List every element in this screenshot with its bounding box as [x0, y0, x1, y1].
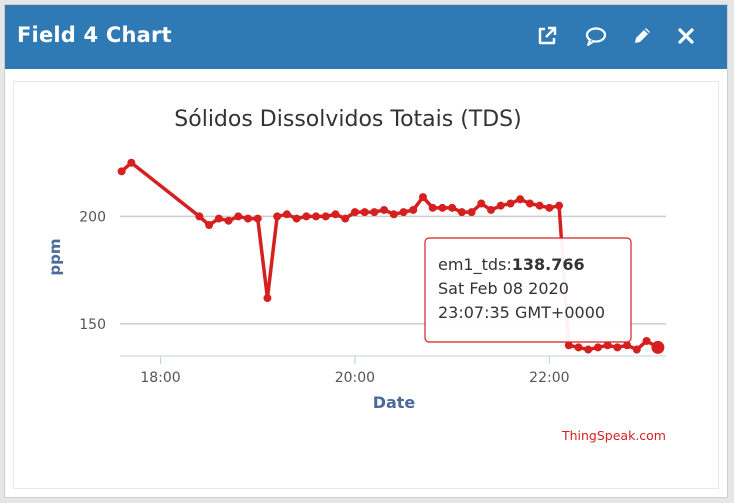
tooltip-series-label: em1_tds: — [438, 255, 512, 275]
y-axis-ticks: 150 200 — [79, 209, 106, 332]
data-point[interactable] — [574, 343, 583, 352]
tooltip: em1_tds:138.766 Sat Feb 08 2020 23:07:35… — [424, 237, 632, 343]
widget-header: Field 4 Chart — [5, 5, 727, 69]
data-point[interactable] — [224, 216, 233, 225]
data-point[interactable] — [389, 210, 398, 219]
tooltip-value: 138.766 — [512, 255, 585, 274]
widget-title: Field 4 Chart — [17, 23, 172, 47]
data-point[interactable] — [302, 212, 311, 221]
external-link-icon — [538, 26, 557, 45]
close-button[interactable] — [672, 22, 700, 50]
data-point[interactable] — [399, 208, 408, 217]
data-point[interactable] — [214, 214, 223, 223]
data-point[interactable] — [438, 203, 447, 212]
x-tick-label: 20:00 — [335, 370, 375, 386]
data-point[interactable] — [623, 341, 632, 350]
data-point[interactable] — [428, 203, 437, 212]
chart-area: Sólidos Dissolvidos Totais (TDS) 150 200 … — [13, 81, 719, 489]
chart-title: Sólidos Dissolvidos Totais (TDS) — [174, 107, 521, 132]
speech-bubble-icon — [585, 27, 607, 46]
tds-line-chart[interactable]: Sólidos Dissolvidos Totais (TDS) 150200 … — [14, 82, 718, 488]
data-point[interactable] — [341, 214, 350, 223]
open-external-button[interactable] — [533, 22, 561, 50]
data-point[interactable] — [603, 341, 612, 350]
y-axis-label: ppm — [46, 238, 64, 275]
data-point[interactable] — [525, 199, 534, 208]
data-point[interactable] — [409, 205, 418, 214]
data-point[interactable] — [487, 205, 496, 214]
data-point[interactable] — [370, 208, 379, 217]
series-points — [117, 158, 665, 354]
data-point[interactable] — [243, 214, 252, 223]
data-point[interactable] — [613, 343, 622, 352]
data-point[interactable] — [253, 214, 262, 223]
close-icon — [678, 28, 694, 44]
x-tick-label: 22:00 — [529, 370, 569, 386]
data-point-highlighted[interactable] — [651, 340, 665, 354]
chart-widget: Field 4 Chart — [4, 4, 728, 498]
x-axis-ticks: 18:00 20:00 22:00 — [140, 356, 570, 386]
data-point[interactable] — [350, 208, 359, 217]
data-point[interactable] — [593, 343, 602, 352]
data-point[interactable] — [448, 203, 457, 212]
credit-link[interactable]: ThingSpeak.com — [561, 428, 666, 443]
data-point[interactable] — [418, 193, 427, 202]
data-point[interactable] — [263, 294, 272, 303]
data-point[interactable] — [642, 336, 651, 345]
data-point[interactable] — [117, 167, 126, 176]
data-point[interactable] — [331, 210, 340, 219]
data-point[interactable] — [321, 212, 330, 221]
tooltip-time: 23:07:35 GMT+0000 — [438, 303, 605, 322]
pencil-icon — [635, 28, 650, 43]
data-point[interactable] — [584, 345, 593, 354]
data-point[interactable] — [234, 212, 243, 221]
data-point[interactable] — [457, 208, 466, 217]
data-point[interactable] — [127, 158, 136, 167]
data-point[interactable] — [535, 201, 544, 210]
y-tick-label: 150 — [79, 317, 106, 333]
data-point[interactable] — [205, 221, 214, 230]
y-tick-label: 200 — [79, 209, 106, 225]
data-point[interactable] — [273, 212, 282, 221]
data-point[interactable] — [545, 203, 554, 212]
data-point[interactable] — [516, 195, 525, 204]
data-point[interactable] — [506, 199, 515, 208]
x-tick-label: 18:00 — [140, 370, 180, 386]
data-point[interactable] — [467, 208, 476, 217]
data-point[interactable] — [292, 214, 301, 223]
data-point[interactable] — [312, 212, 321, 221]
x-axis-label: Date — [373, 393, 416, 412]
data-point[interactable] — [477, 199, 486, 208]
data-point[interactable] — [564, 341, 573, 350]
comment-button[interactable] — [582, 22, 610, 50]
data-point[interactable] — [555, 201, 564, 210]
data-point[interactable] — [632, 345, 641, 354]
data-point[interactable] — [195, 212, 204, 221]
edit-button[interactable] — [628, 22, 656, 50]
data-point[interactable] — [282, 210, 291, 219]
svg-text:em1_tds:138.766: em1_tds:138.766 — [438, 255, 585, 275]
data-point[interactable] — [380, 205, 389, 214]
data-point[interactable] — [496, 201, 505, 210]
data-point[interactable] — [360, 208, 369, 217]
tooltip-date: Sat Feb 08 2020 — [438, 279, 569, 298]
